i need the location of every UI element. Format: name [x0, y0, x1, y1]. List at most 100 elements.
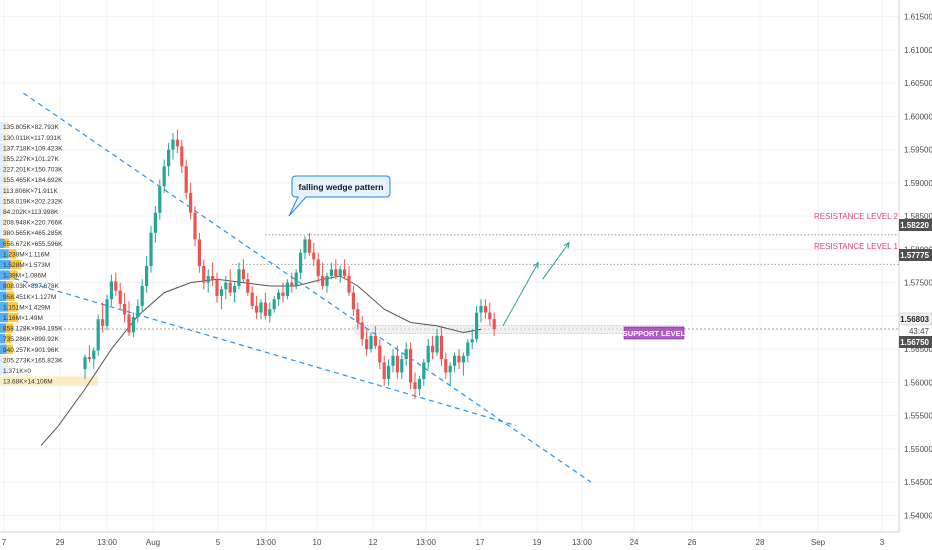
projection-arrow-line — [502, 262, 539, 327]
volume-profile-label: 208.948K×220.766K — [3, 220, 63, 227]
volume-bar-buy — [0, 132, 5, 142]
volume-bar-buy — [0, 259, 11, 270]
annotations: falling wedge pattern RESISTANCE LEVEL 2… — [288, 175, 899, 340]
volume-bar-buy — [0, 302, 8, 312]
candle-body — [413, 382, 417, 390]
price-tick-label: 1.59000 — [904, 179, 932, 188]
resistance-1-price-tag — [899, 249, 932, 261]
volume-bar-sell — [5, 334, 12, 344]
candle-body — [149, 232, 153, 266]
candle-body — [343, 269, 347, 276]
candle-body — [277, 292, 281, 300]
time-tick-label: 12 — [369, 538, 378, 547]
volume-bar-sell — [6, 291, 15, 301]
candle-body — [378, 345, 382, 363]
time-axis[interactable]: 7 29 13:00 Aug 5 13:00 10 12 13:00 17 19 13:00 24 26 2… — [0, 531, 899, 547]
time-tick-label: 26 — [688, 538, 697, 547]
resistance-1-price: 1.57775 — [900, 251, 929, 260]
volume-bar-sell — [4, 238, 10, 248]
volume-profile-label: 940.257K×901.96K — [3, 347, 60, 354]
candle-body — [321, 275, 325, 286]
candle-body — [444, 359, 448, 373]
candle-body — [237, 269, 241, 286]
candle-body — [224, 282, 228, 290]
volume-profile: 135.805K×82.793K 130.011K×117.931K 137.718… — [0, 122, 99, 386]
volume-profile-label: 656.672K×655.596K — [3, 241, 63, 248]
volume-bar-sell — [4, 355, 8, 365]
candle-body — [395, 355, 399, 373]
projection-arrows — [502, 241, 570, 327]
volume-bar-buy — [0, 365, 8, 376]
support-badge-bg — [623, 326, 685, 340]
price-tick-label: 1.54500 — [904, 478, 932, 487]
time-tick-label: 13:00 — [256, 538, 277, 547]
candle-body — [338, 269, 342, 276]
support-zone — [354, 325, 684, 334]
volume-bar-sell — [4, 132, 8, 142]
projection-arrow-head — [563, 241, 570, 249]
volume-bar-buy — [0, 281, 7, 291]
candle-body — [461, 355, 465, 363]
candle-body — [312, 252, 316, 260]
time-tick-label: Aug — [146, 538, 160, 547]
volume-bar-buy — [0, 175, 4, 185]
candles — [83, 129, 496, 399]
price-tick-label: 1.61000 — [904, 46, 932, 55]
candle-body — [417, 379, 421, 390]
volume-profile-label: 155.465K×184.692K — [3, 177, 63, 184]
candle-body — [268, 309, 272, 316]
candle-body — [272, 299, 276, 310]
candle-body — [307, 239, 311, 253]
candle-body — [435, 335, 439, 353]
volume-bar-sell — [3, 175, 8, 185]
time-tick-label: 17 — [476, 538, 485, 547]
candle-body — [470, 339, 474, 343]
volume-bar-buy — [0, 334, 6, 344]
candle-body — [453, 355, 457, 366]
low-price-tag — [899, 336, 932, 348]
candle-body — [334, 269, 338, 276]
price-tick-label: 1.57500 — [904, 279, 932, 288]
volume-bar-buy — [0, 143, 5, 153]
volume-profile-label: 13.68K×14.106M — [3, 379, 53, 386]
candle-body — [189, 192, 193, 213]
candle-body — [483, 305, 487, 313]
volume-bar-sell — [0, 376, 99, 386]
time-tick-label: 29 — [56, 538, 65, 547]
time-tick-label: 28 — [756, 538, 765, 547]
candle-body — [241, 269, 245, 280]
candle-body — [290, 282, 294, 286]
trendlines — [5, 92, 592, 483]
volume-profile-label: 1.39M×1.086M — [3, 273, 47, 280]
price-tick-label: 1.58500 — [904, 212, 932, 221]
candle-body — [281, 292, 285, 296]
candle-body — [259, 302, 263, 313]
volume-profile-label: 155.227K×101.27K — [3, 156, 60, 163]
volume-bar-sell — [4, 164, 8, 174]
support-badge: SUPPORT LEVEL — [623, 326, 686, 340]
volume-bar-sell — [4, 153, 8, 164]
candle-body — [360, 322, 364, 340]
volume-profile-label: 380.565K×465.285K — [3, 230, 63, 237]
volume-profile-label: 1.238M×1.116M — [3, 251, 50, 258]
candle-body — [145, 266, 149, 286]
volume-profile-label: 1.528M×1.573M — [3, 262, 50, 269]
volume-profile-label: 958.451K×1.127M — [3, 294, 56, 301]
candle-body — [365, 339, 369, 350]
volume-profile-label: 227.201K×150.703K — [3, 167, 63, 174]
callout-falling-wedge[interactable]: falling wedge pattern — [288, 175, 391, 217]
candle-body — [114, 281, 118, 291]
candle-body — [422, 362, 426, 380]
trendline-lower — [5, 275, 517, 427]
time-tick-label: 13:00 — [97, 538, 118, 547]
volume-profile-label: 205.273K×165.823K — [3, 357, 63, 364]
candle-body — [246, 279, 250, 293]
volume-bar-buy — [0, 217, 4, 227]
resistance-2-price-tag — [899, 219, 932, 231]
price-tick-label: 1.59500 — [904, 146, 932, 155]
time-tick-label: 5 — [216, 538, 221, 547]
candle-body — [96, 319, 100, 351]
candle-body — [101, 319, 105, 326]
volume-profile-label: 135.805K×82.793K — [3, 124, 60, 131]
